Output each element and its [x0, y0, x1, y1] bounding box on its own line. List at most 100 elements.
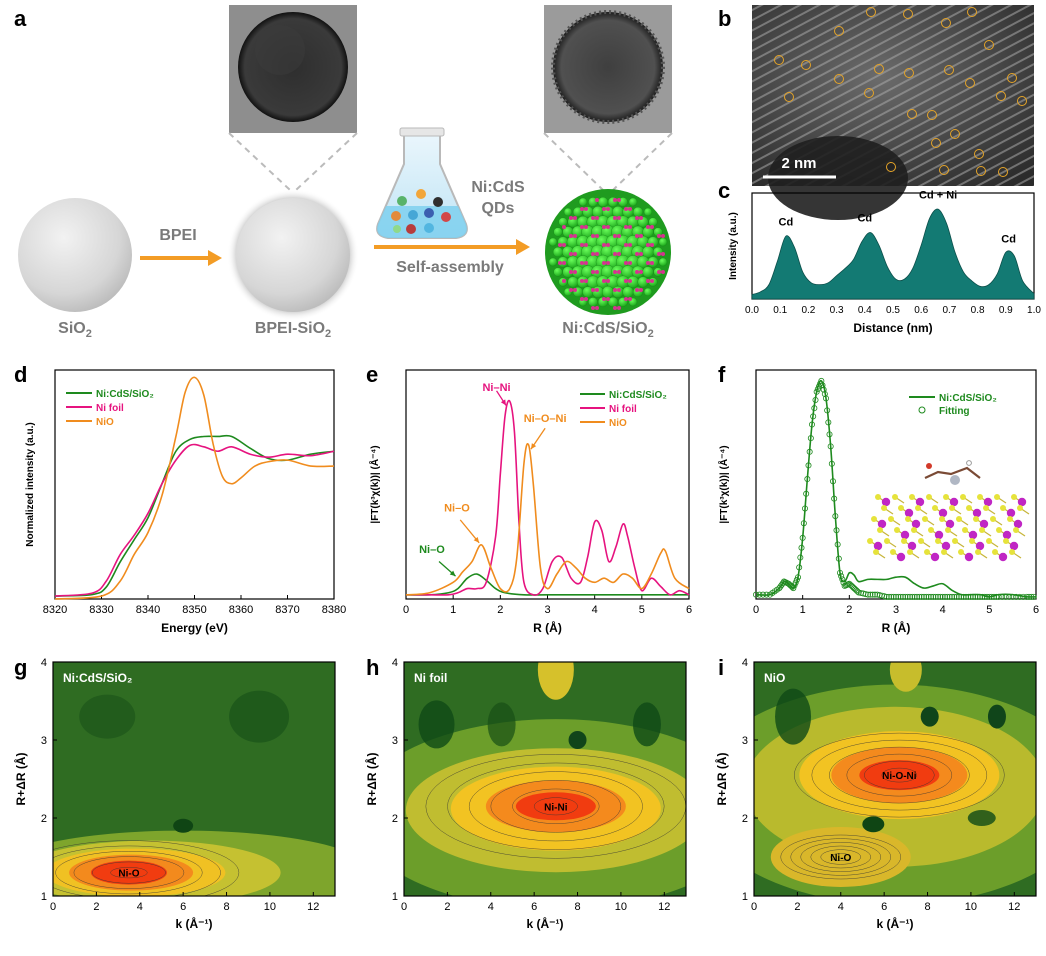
qd-dot: [661, 234, 665, 238]
fitting-point: [956, 593, 963, 600]
legend-label: Ni:CdS/SiO₂: [609, 390, 667, 401]
cadmium-atom: [904, 508, 914, 518]
sio2-bead: [648, 217, 658, 227]
heatmap-contour-region: [90, 860, 167, 885]
cadmium-atom: [949, 497, 959, 507]
fitting-point: [798, 544, 805, 551]
hydrogen-atom: [966, 460, 972, 466]
panel-letter-c: c: [718, 178, 730, 203]
qd-dot: [639, 270, 643, 274]
fitting-point: [791, 582, 798, 589]
tem-particle-2-rim: [551, 10, 665, 124]
x-tick-label: 8360: [229, 604, 253, 616]
ni-atom-marker: [984, 40, 994, 50]
fitting-point: [981, 593, 988, 600]
contour-line: [820, 849, 862, 865]
fitting-point: [935, 593, 942, 600]
intensity-profile-area: [751, 208, 1035, 300]
cadmium-atom: [934, 530, 944, 540]
ni-atom-marker: [774, 55, 784, 65]
cadmium-atom: [911, 519, 921, 529]
panel-e: e 0 1 2 3 4 5 6 R (Å) |FT(k³χ(k))| (Å⁻⁴) Ni:CdS/S…: [366, 362, 692, 635]
self-assembly-arrow-head: [516, 239, 530, 255]
x-tick-label: 0: [401, 901, 407, 913]
fitting-point: [760, 591, 767, 598]
sulfur-atom: [966, 505, 972, 511]
sulfur-atom: [992, 549, 998, 555]
sio2-bead: [607, 296, 619, 308]
cadmium-atom: [975, 541, 985, 551]
sulfur-atom: [898, 505, 904, 511]
sulfur-atom: [945, 527, 951, 533]
qd-dot: [573, 216, 577, 220]
heatmap-contour-region: [920, 706, 939, 727]
sulfur-atom: [877, 527, 883, 533]
cadmium-atom: [900, 530, 910, 540]
ni-atom-marker: [974, 149, 984, 159]
contour-line: [881, 767, 918, 783]
cadmium-atom: [907, 541, 917, 551]
x-tick-label: 0.4: [858, 305, 872, 316]
sulfur-atom: [994, 494, 1000, 500]
x-tick-label: 8370: [275, 604, 299, 616]
sio2-label: SiO2: [58, 320, 92, 340]
fitting-point: [897, 593, 904, 600]
cadmium-atom: [1017, 497, 1027, 507]
qd-dot: [613, 270, 617, 274]
fitting-point: [909, 593, 916, 600]
fitting-point: [963, 593, 970, 600]
fitting-point: [923, 593, 930, 600]
qd-dot: [591, 252, 595, 256]
qd-dot: [624, 297, 628, 301]
qd-dot: [624, 225, 628, 229]
fitting-point: [811, 405, 818, 412]
qd-dot: [602, 207, 606, 211]
qd-dot: [613, 288, 617, 292]
cadmium-atom: [1009, 541, 1019, 551]
sulfur-atom: [962, 527, 968, 533]
x-tick-label: 0.3: [830, 305, 844, 316]
qd-dot: [580, 207, 584, 211]
fitting-point: [809, 421, 816, 428]
zoom-line-right-2: [612, 132, 673, 191]
annotation-arrow-head: [449, 570, 456, 577]
series-line: [54, 376, 335, 600]
qd-dot: [650, 261, 654, 265]
fitting-point: [795, 574, 802, 581]
qd-dot: [573, 252, 577, 256]
fitting-point: [816, 383, 823, 390]
fitting-point: [900, 593, 907, 600]
peak-label: Ni-Ni: [544, 802, 568, 813]
fitting-point: [869, 591, 876, 598]
sulfur-atom: [1013, 527, 1019, 533]
x-tick-label: 12: [1008, 901, 1020, 913]
x-tick-label: 6: [531, 901, 537, 913]
fitting-point: [819, 382, 826, 389]
qd-dot: [639, 234, 643, 238]
qd-dot: [602, 279, 606, 283]
y-tick-label: 3: [41, 735, 47, 747]
x-tick-label: 3: [893, 604, 899, 616]
x-tick-label: 2: [497, 604, 503, 616]
sio2-bead: [643, 287, 653, 297]
x-tick-label: 0: [403, 604, 409, 616]
x-tick-label: 1.0: [1027, 305, 1041, 316]
x-tick-label: 8: [223, 901, 229, 913]
qd-dot: [573, 270, 577, 274]
annotation-arrow-head: [473, 536, 480, 543]
sulfur-atom: [977, 494, 983, 500]
peak-annotation: Ni–O: [419, 544, 445, 556]
cadmium-atom: [1006, 508, 1016, 518]
heatmap-field: [754, 662, 1036, 896]
qd-dot: [613, 216, 617, 220]
qd-dot: [613, 306, 617, 310]
fitting-point: [854, 588, 861, 595]
sulfur-atom: [1007, 516, 1013, 522]
qd-dot: [602, 225, 606, 229]
qd-dot: [595, 270, 599, 274]
fitting-point: [800, 520, 807, 527]
x-tick-label: 0: [751, 901, 757, 913]
ni-atom-marker: [864, 88, 874, 98]
fitting-point: [972, 593, 979, 600]
qd-dot: [606, 297, 610, 301]
